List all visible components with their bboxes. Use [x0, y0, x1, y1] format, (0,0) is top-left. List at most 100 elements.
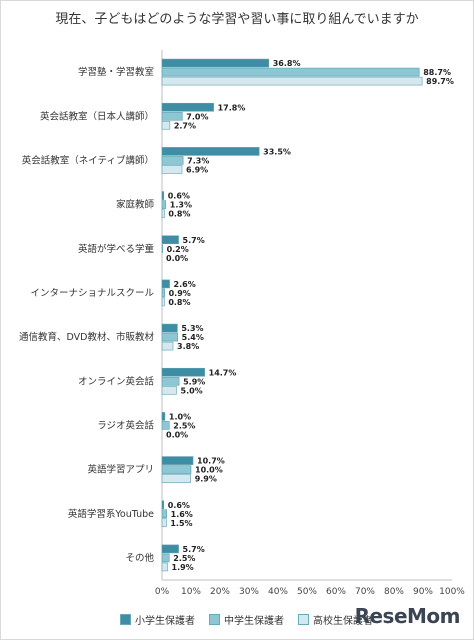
x-tick-label: 50%: [297, 587, 317, 597]
legend-swatch-2: [209, 614, 220, 625]
bar: [161, 76, 423, 86]
value-label: 10.0%: [195, 466, 223, 475]
bar: [161, 156, 184, 165]
value-label: 6.9%: [186, 165, 208, 174]
category-label: 英語が学べる学童: [78, 243, 155, 255]
bar: [161, 58, 270, 68]
bar: [161, 165, 183, 174]
bar: [161, 376, 180, 386]
bar: [161, 102, 214, 112]
value-label: 7.3%: [187, 156, 209, 165]
value-label: 2.6%: [174, 280, 196, 289]
legend-label-3: 高校生保護者: [313, 616, 373, 627]
bar: [161, 323, 178, 333]
value-label: 5.4%: [182, 333, 204, 342]
bar: [161, 474, 192, 483]
category-label: その他: [125, 552, 154, 564]
bar: [161, 367, 205, 377]
category-label: 英会話教室（ネイティブ講師）: [22, 154, 154, 166]
legend-swatch-3: [298, 614, 309, 625]
x-tick-label: 100%: [439, 587, 465, 597]
category-label: 学習塾・学習教室: [78, 66, 154, 78]
value-label: 0.8%: [168, 210, 190, 219]
legend: 小学生保護者 中学生保護者 高校生保護者: [120, 612, 373, 627]
value-label: 2.5%: [173, 554, 195, 563]
bar: [161, 465, 192, 474]
value-label: 1.6%: [171, 510, 193, 519]
value-label: 0.9%: [169, 289, 191, 298]
x-tick-label: 70%: [355, 587, 375, 597]
bar: [161, 553, 170, 563]
bar: [161, 341, 174, 351]
value-label: 14.7%: [209, 368, 237, 377]
legend-label-1: 小学生保護者: [135, 616, 195, 627]
bar: [161, 518, 167, 528]
bar: [161, 456, 194, 465]
legend-item-3: 高校生保護者: [298, 612, 373, 627]
value-label: 2.7%: [174, 121, 196, 130]
bar: [161, 412, 166, 421]
value-label: 5.9%: [183, 377, 205, 386]
value-label: 0.0%: [166, 254, 188, 263]
value-label: 0.6%: [168, 192, 190, 201]
legend-item-2: 中学生保護者: [209, 612, 284, 627]
value-label: 0.8%: [168, 298, 190, 307]
value-label: 0.6%: [168, 501, 190, 510]
value-label: 1.9%: [172, 563, 194, 572]
x-tick-label: 80%: [384, 587, 404, 597]
bar: [161, 244, 163, 254]
legend-swatch-1: [120, 614, 131, 625]
value-label: 36.8%: [273, 59, 301, 68]
value-label: 1.0%: [169, 412, 191, 421]
logo: ReseMom: [354, 604, 461, 628]
value-label: 5.3%: [181, 324, 203, 333]
value-label: 89.7%: [426, 77, 454, 86]
value-label: 5.7%: [183, 545, 205, 554]
bar: [161, 235, 179, 245]
bar: [161, 509, 167, 519]
value-label: 10.7%: [197, 457, 225, 466]
bar: [161, 67, 420, 77]
value-label: 88.7%: [423, 68, 451, 77]
value-label: 5.0%: [181, 386, 203, 395]
x-tick-label: 60%: [326, 587, 346, 597]
bar: [161, 297, 165, 307]
value-label: 0.2%: [167, 245, 189, 254]
value-label: 1.5%: [170, 519, 192, 528]
bar: [161, 191, 165, 200]
value-label: 33.5%: [263, 147, 291, 156]
category-label: 通信教育、DVD教材、市販教材: [19, 331, 154, 343]
bar: [161, 120, 171, 130]
value-label: 17.8%: [218, 103, 246, 112]
bar: [161, 500, 165, 510]
legend-label-2: 中学生保護者: [224, 616, 284, 627]
bar: [161, 544, 179, 554]
bar: [161, 562, 168, 572]
x-tick-label: 0%: [155, 587, 170, 597]
category-label: ラジオ英会話: [97, 419, 154, 431]
value-label: 5.7%: [183, 236, 205, 245]
value-label: 0.0%: [166, 430, 188, 439]
category-label: 英語学習アプリ: [87, 464, 154, 476]
bar: [161, 147, 260, 156]
category-label: オンライン英会話: [78, 375, 155, 387]
category-label: 英会話教室（日本人講師）: [40, 110, 154, 122]
x-tick-label: 30%: [239, 587, 259, 597]
bar: [161, 200, 167, 209]
bar: [161, 111, 183, 121]
value-label: 9.9%: [195, 475, 217, 484]
bar: [161, 288, 165, 298]
value-label: 2.5%: [173, 421, 195, 430]
x-tick-label: 10%: [181, 587, 201, 597]
bar: [161, 209, 165, 218]
legend-item-1: 小学生保護者: [120, 612, 195, 627]
x-tick-label: 20%: [210, 587, 230, 597]
chart-title: 現在、子どもはどのような学習や習い事に取り組んでいますか: [55, 12, 419, 27]
value-label: 3.8%: [177, 342, 199, 351]
x-tick-label: 90%: [413, 587, 433, 597]
bar: [161, 332, 178, 342]
category-label: 家庭教師: [116, 199, 155, 211]
value-label: 7.0%: [186, 112, 208, 121]
